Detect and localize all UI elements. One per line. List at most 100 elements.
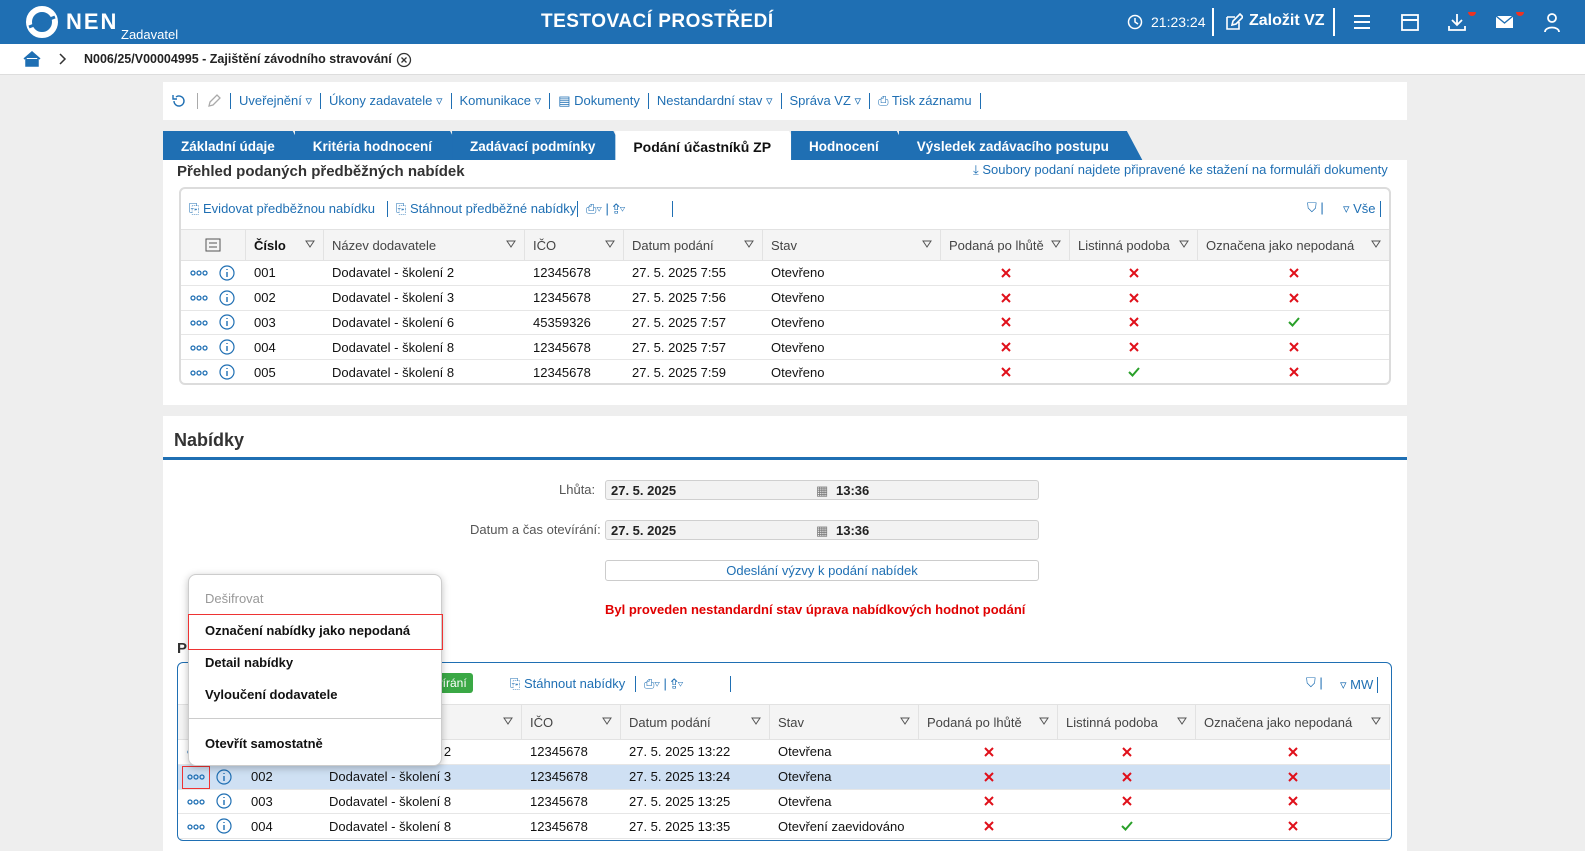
toolbar-item[interactable]: Uveřejnění ▿ [231,93,322,109]
cross-icon [941,261,1070,285]
column-header[interactable]: Číslo [246,230,324,260]
menu-item[interactable]: Vyloučení dodavatele [205,687,338,702]
info-icon[interactable] [212,790,236,814]
deadline-field[interactable]: 27. 5. 2025 ▦ 13:36 [605,480,1039,500]
opening-field[interactable]: 27. 5. 2025 ▦ 13:36 [605,520,1039,540]
tab[interactable]: Podání účastníků ZP [615,131,805,161]
column-header[interactable]: Označena jako nepodaná [1196,705,1390,739]
menu-item[interactable]: Označení nabídky jako nepodaná [205,623,411,638]
column-header[interactable]: Označena jako nepodaná [1198,230,1389,260]
info-icon[interactable] [215,286,239,310]
download-link[interactable]: ⤓ Soubory podaní najdete připravené ke s… [973,162,1388,177]
filter-icon[interactable]: ⛉ | [1307,200,1324,215]
table-row[interactable]: 003 Dodavatel - školení 8 12345678 27. 5. 2… [178,790,1390,815]
cross-icon [1196,814,1390,838]
sort-icon [1371,717,1381,728]
create-button[interactable]: Založit VZ [1249,12,1325,29]
tab[interactable]: Základní údaje [163,131,309,161]
label: Listinná podoba [1066,714,1158,730]
row-menu[interactable] [185,262,213,285]
info-icon[interactable] [212,814,236,838]
row-menu[interactable] [182,815,210,838]
info-icon[interactable] [215,311,239,335]
cell-text: 12345678 [530,818,588,834]
row-menu[interactable] [185,361,213,383]
column-header[interactable]: Podaná po lhůtě [919,705,1058,739]
close-icon[interactable] [396,52,412,68]
icons[interactable]: ⎙▿ | ⇪▿ [577,201,673,217]
cell-text: 27. 5. 2025 7:55 [632,265,726,281]
check-icon [1198,311,1389,335]
label: Nestandardní stav [656,93,763,108]
cell-text: 27. 5. 2025 7:59 [632,364,726,380]
label: Podaná po lhůtě [949,237,1044,253]
label: Správa VZ [789,93,851,108]
label: IČO [533,237,557,253]
tab[interactable]: Zadávací podmínky [452,131,629,161]
column-header[interactable]: Stav [763,230,941,260]
label: Stáhnout předběžné nabídky [410,201,577,216]
info-icon[interactable] [215,335,239,359]
highlight [188,614,443,650]
refresh-icon[interactable] [171,93,187,109]
menu-item[interactable]: Otevřít samostatně [205,736,323,751]
column-header[interactable]: Listinná podoba [1058,705,1196,739]
cell-text: Otevřeno [771,314,825,330]
toolbar-item[interactable]: Nestandardní stav ▿ [649,93,782,109]
column-header[interactable]: Podaná po lhůtě [941,230,1070,260]
column-header[interactable]: Listinná podoba [1070,230,1198,260]
table-row[interactable]: 004 Dodavatel - školení 8 12345678 27. 5. 2… [181,335,1389,361]
table-row[interactable]: 004 Dodavatel - školení 8 12345678 27. 5. 2… [178,814,1390,840]
action[interactable]: ⎘ Stáhnout předběžné nabídky [387,201,576,217]
home-icon[interactable] [23,50,41,68]
row-menu[interactable] [182,765,210,789]
toolbar-item[interactable]: Úkony zadavatele ▿ [321,93,452,109]
tab[interactable]: Kritéria hodnocení [295,131,466,161]
column-header[interactable]: IČO [522,705,621,739]
send-button[interactable]: Odeslání výzvy k podání nabídek [605,560,1039,581]
tab[interactable]: Hodnocení [791,131,913,161]
header-icons[interactable] [1352,12,1562,34]
toolbar-item[interactable]: ⎙ Tisk záznamu [870,93,981,109]
info-icon[interactable] [215,261,239,285]
row-menu[interactable] [185,336,213,359]
column-header[interactable]: IČO [525,230,624,260]
action[interactable]: ⎘ Stáhnout nabídky [510,676,626,691]
menu-item[interactable]: Detail nabídky [205,655,294,670]
settings-cell[interactable] [181,230,246,260]
sort-icon [1051,240,1061,251]
action[interactable]: ⎘ Evidovat předběžnou nabídku [189,201,376,216]
breadcrumb-title[interactable]: N006/25/V00004995 - Zajištění závodního … [84,52,392,66]
table-row[interactable]: 003 Dodavatel - školení 6 45359326 27. 5. 2… [181,311,1389,336]
cell-text: 002 [251,769,273,785]
filter[interactable]: ▿ Vše [1343,201,1381,217]
label: Stav [778,714,805,730]
table-row[interactable]: 002 Dodavatel - školení 3 12345678 27. 5. 2… [178,764,1390,790]
column-header[interactable]: Datum podání [621,705,770,739]
icons[interactable]: ⎙▿ | ⇪▿ [635,676,731,692]
pencil-icon [208,94,221,107]
filter-icon[interactable]: ⛉ | [1306,675,1323,690]
toolbar-item[interactable]: Správa VZ ▿ [782,93,871,109]
tab[interactable]: Výsledek zadávacího postupu [899,131,1143,161]
logo-icon [26,6,58,38]
cross-icon [1196,765,1390,789]
table-row[interactable]: 002 Dodavatel - školení 3 12345678 27. 5. 2… [181,286,1389,311]
column-header[interactable]: Název dodavatele [324,230,525,260]
row-menu[interactable] [185,312,213,335]
prelim-table: ⎘ Evidovat předběžnou nabídku ⎘ Stáhnout… [179,187,1391,385]
row-menu[interactable] [182,791,210,814]
cross-icon [1196,740,1390,764]
label: Číslo [254,237,286,253]
filter[interactable]: ▿ MW [1340,677,1379,693]
row-menu[interactable] [185,287,213,310]
column-header[interactable]: Datum podání [624,230,763,260]
toolbar-item[interactable]: Komunikace ▿ [452,93,551,109]
cell-text: 27. 5. 2025 13:35 [629,818,731,834]
table-row[interactable]: 001 Dodavatel - školení 2 12345678 27. 5. 2… [181,261,1389,286]
info-icon[interactable] [215,360,239,383]
toolbar-item[interactable]: ▤ Dokumenty [550,93,649,109]
info-icon[interactable] [212,765,236,789]
column-header[interactable]: Stav [770,705,919,739]
table-row[interactable]: 005 Dodavatel - školení 8 12345678 27. 5. 2… [181,360,1389,383]
